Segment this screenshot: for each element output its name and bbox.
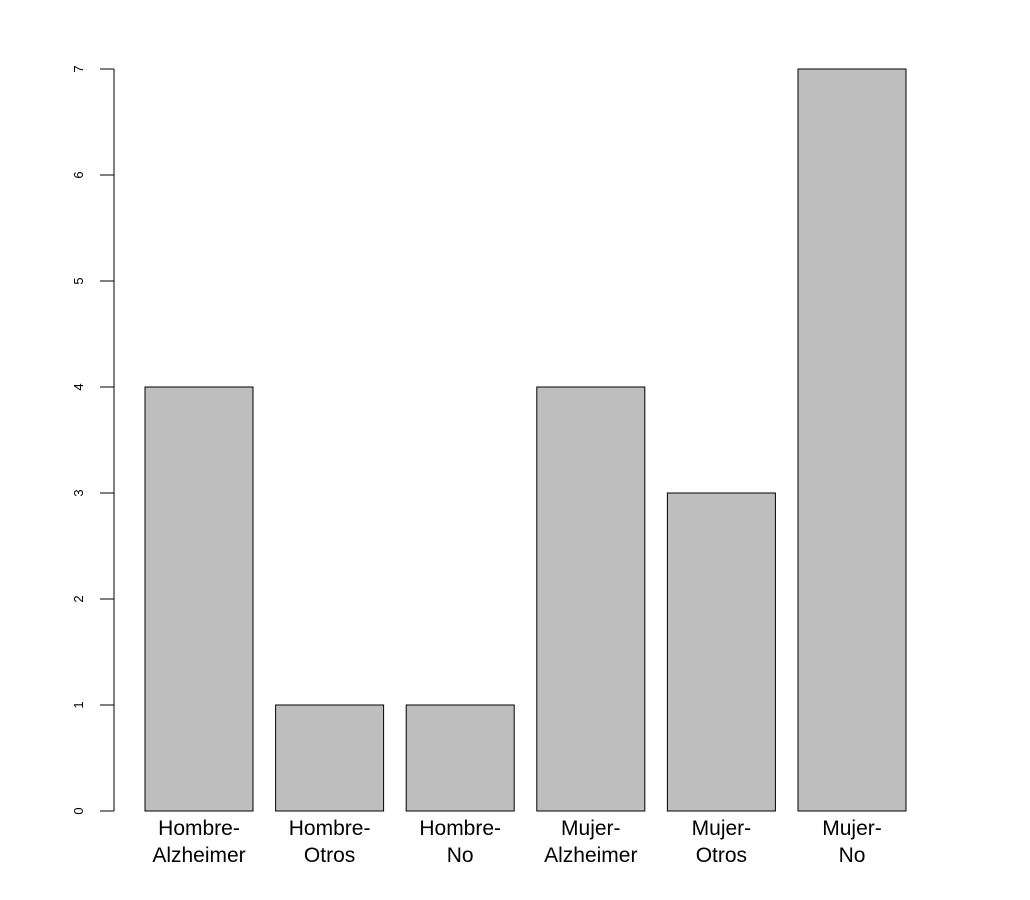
x-category-label-line: No bbox=[839, 844, 866, 867]
y-axis: 0 1 2 3 4 5 6 7 bbox=[71, 65, 115, 815]
y-tick-label-1: 1 bbox=[71, 701, 86, 708]
x-category-label-line: Hombre- bbox=[289, 817, 371, 840]
y-tick-label-6: 6 bbox=[71, 171, 86, 178]
x-category-label-0: Hombre- Alzheimer bbox=[152, 817, 245, 867]
x-category-label-1: Hombre- Otros bbox=[289, 817, 371, 867]
x-category-label-line: Mujer- bbox=[692, 817, 752, 840]
y-tick-label-3: 3 bbox=[71, 489, 86, 496]
x-category-label-line: Alzheimer bbox=[544, 844, 637, 867]
bar-3 bbox=[536, 386, 646, 812]
x-category-label-2: Hombre- No bbox=[419, 817, 501, 867]
bar-1 bbox=[275, 704, 385, 812]
x-category-label-line: Mujer- bbox=[561, 817, 621, 840]
bar-2 bbox=[405, 704, 515, 812]
y-tick-label-2: 2 bbox=[71, 595, 86, 602]
bar-5 bbox=[797, 68, 907, 812]
x-category-label-line: Mujer- bbox=[822, 817, 882, 840]
y-tick-label-0: 0 bbox=[71, 807, 86, 814]
y-tick-label-4: 4 bbox=[71, 383, 86, 390]
y-tick-label-7: 7 bbox=[71, 65, 86, 72]
x-category-label-5: Mujer- No bbox=[822, 817, 882, 867]
bar-4 bbox=[666, 492, 776, 812]
x-category-label-line: Hombre- bbox=[419, 817, 501, 840]
bar-0 bbox=[144, 386, 254, 812]
x-category-label-line: Alzheimer bbox=[152, 844, 245, 867]
x-axis-labels: Hombre-AlzheimerHombre-OtrosHombre-NoMuj… bbox=[152, 817, 881, 867]
bars-group bbox=[144, 68, 907, 812]
x-category-label-line: Otros bbox=[696, 844, 747, 867]
x-category-label-line: Hombre- bbox=[158, 817, 240, 840]
y-tick-label-5: 5 bbox=[71, 277, 86, 284]
x-category-label-4: Mujer- Otros bbox=[692, 817, 752, 867]
x-category-label-line: No bbox=[447, 844, 474, 867]
x-category-label-3: Mujer- Alzheimer bbox=[544, 817, 637, 867]
x-category-label-line: Otros bbox=[304, 844, 355, 867]
